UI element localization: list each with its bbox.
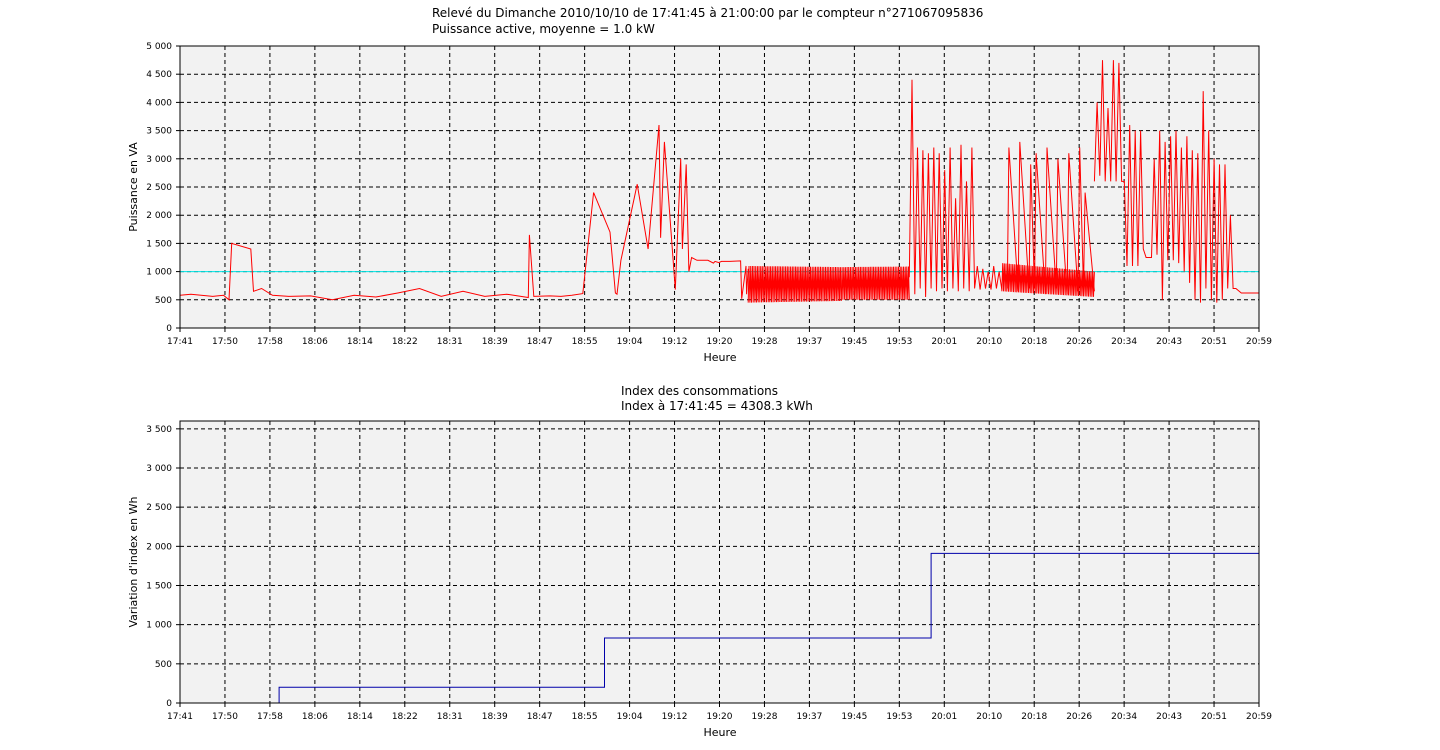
x-tick-label: 20:18 [1021,712,1047,722]
x-tick-label: 19:12 [662,712,688,722]
x-tick-label: 17:41 [167,337,193,347]
y-tick-label: 3 000 [146,155,172,165]
y-tick-label: 2 000 [146,542,172,552]
y-tick-label: 500 [155,296,172,306]
x-tick-label: 18:39 [482,712,508,722]
chart-subtitle: Index à 17:41:45 = 4308.3 kWh [621,399,813,413]
x-tick-label: 19:53 [886,337,912,347]
x-tick-label: 19:45 [841,712,867,722]
x-tick-label: 20:43 [1156,712,1182,722]
y-tick-label: 500 [155,660,172,670]
x-tick-label: 18:39 [482,337,508,347]
x-tick-label: 18:55 [572,337,598,347]
x-tick-label: 18:55 [572,712,598,722]
x-tick-label: 19:20 [707,337,733,347]
x-tick-label: 18:22 [392,712,418,722]
y-tick-label: 0 [166,324,172,334]
x-tick-label: 20:34 [1111,712,1137,722]
chart-title: Index des consommations [621,384,778,398]
x-tick-label: 18:22 [392,337,418,347]
series-band-2 [747,265,842,303]
y-tick-label: 2 000 [146,211,172,221]
x-tick-label: 18:14 [347,712,373,722]
x-tick-label: 17:50 [212,337,238,347]
series-line-1 [179,124,749,301]
series-line-7 [1093,60,1259,303]
chart-title: Relevé du Dimanche 2010/10/10 de 17:41:4… [432,6,983,20]
y-tick-label: 1 500 [146,239,172,249]
y-tick-label: 1 000 [146,621,172,631]
x-tick-label: 17:58 [257,712,283,722]
x-tick-label: 20:01 [931,337,957,347]
plot-frame [179,45,1260,329]
x-tick-label: 20:18 [1021,337,1047,347]
x-tick-label: 20:01 [931,712,957,722]
y-axis-label: Puissance en VA [127,142,140,232]
x-tick-label: 17:50 [212,712,238,722]
x-tick-label: 20:43 [1156,337,1182,347]
x-tick-label: 19:28 [751,337,777,347]
x-tick-label: 18:47 [527,712,553,722]
x-tick-label: 18:31 [437,712,463,722]
x-tick-label: 18:47 [527,337,553,347]
x-tick-label: 19:04 [617,712,643,722]
x-tick-label: 19:37 [796,712,822,722]
chart-1: Relevé du Dimanche 2010/10/10 de 17:41:4… [127,6,1272,364]
y-tick-label: 2 500 [146,503,172,513]
y-axis-label: Variation d'index en Wh [127,496,140,627]
series-line-4 [908,79,1003,298]
x-tick-label: 20:10 [976,712,1002,722]
x-tick-label: 17:58 [257,337,283,347]
x-tick-label: 20:26 [1066,712,1092,722]
x-tick-label: 20:26 [1066,337,1092,347]
x-tick-label: 19:45 [841,337,867,347]
x-tick-label: 19:04 [617,337,643,347]
y-tick-label: 3 000 [146,464,172,474]
x-axis-label: Heure [703,726,736,739]
y-tick-label: 3 500 [146,127,172,137]
x-tick-label: 17:41 [167,712,193,722]
series-band-3 [840,266,910,300]
x-tick-label: 19:53 [886,712,912,722]
x-tick-label: 20:34 [1111,337,1137,347]
x-tick-label: 20:51 [1201,337,1227,347]
x-tick-label: 19:28 [751,712,777,722]
series-line-1 [278,552,1259,703]
x-tick-label: 18:06 [302,712,328,722]
y-tick-label: 1 500 [146,582,172,592]
plot-frame [179,420,1260,704]
x-tick-label: 18:31 [437,337,463,347]
x-tick-label: 20:10 [976,337,1002,347]
chart-subtitle: Puissance active, moyenne = 1.0 kW [432,22,655,36]
x-tick-label: 19:20 [707,712,733,722]
y-tick-label: 3 500 [146,425,172,435]
x-tick-label: 18:06 [302,337,328,347]
x-tick-label: 19:37 [796,337,822,347]
x-tick-label: 20:59 [1246,337,1272,347]
x-tick-label: 20:59 [1246,712,1272,722]
y-tick-label: 5 000 [146,42,172,52]
y-tick-label: 4 500 [146,70,172,80]
x-tick-label: 19:12 [662,337,688,347]
series-line-6 [1006,141,1095,295]
x-axis-label: Heure [703,351,736,364]
y-tick-label: 0 [166,699,172,709]
x-tick-label: 18:14 [347,337,373,347]
x-tick-label: 20:51 [1201,712,1227,722]
y-tick-label: 2 500 [146,183,172,193]
y-tick-label: 4 000 [146,98,172,108]
y-tick-label: 1 000 [146,268,172,278]
